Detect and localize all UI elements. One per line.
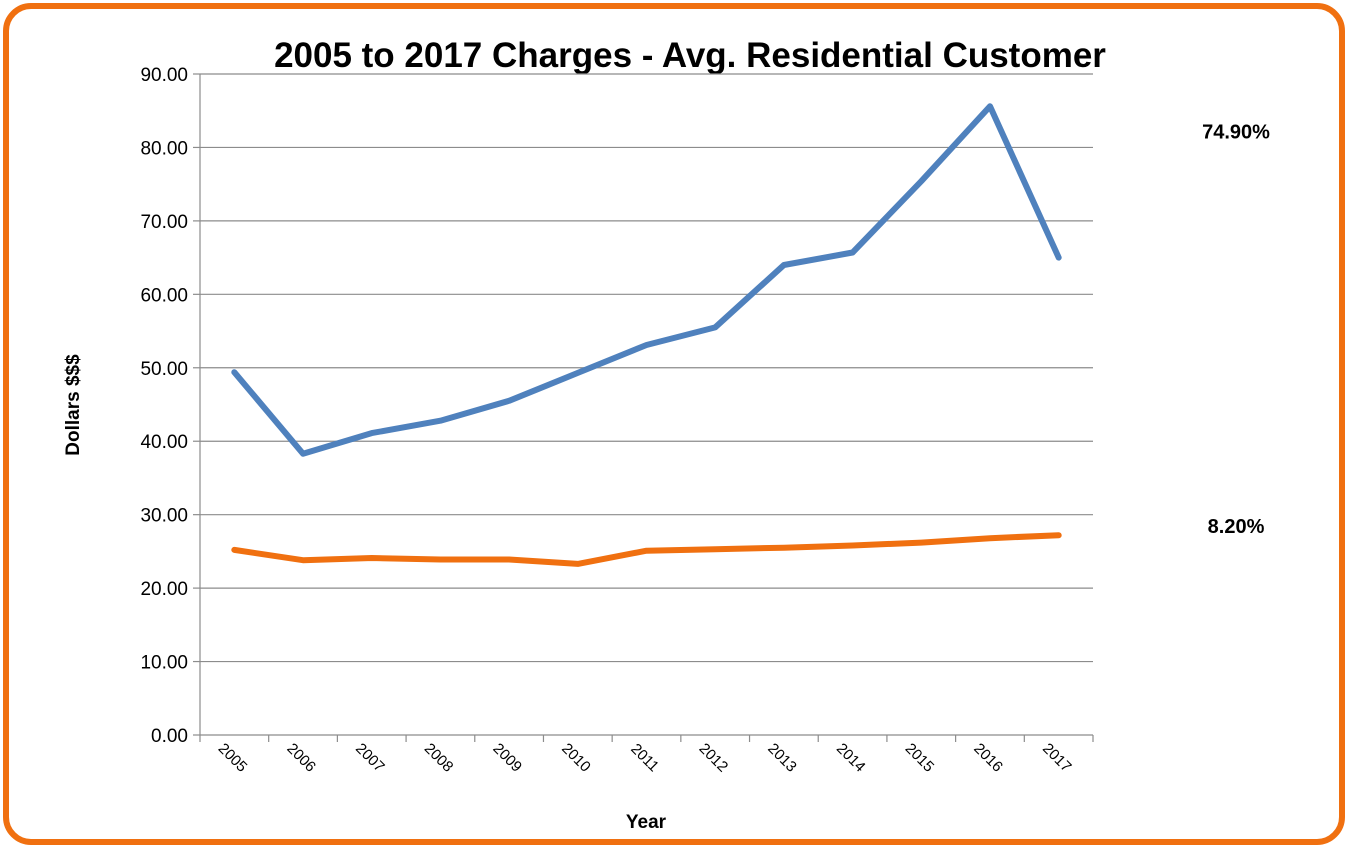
series-line-1 (231, 103, 1062, 457)
gridlines (200, 73, 1093, 663)
y-axis-label: Dollars $$$ (63, 354, 84, 456)
axes (193, 73, 1094, 742)
x-tick-label: 2011 (627, 740, 662, 775)
x-axis-tick-labels: 2005 2006 2007 2008 2009 2010 2011 2012 2013 2014… (215, 740, 1075, 776)
x-tick-label: 2009 (489, 740, 525, 776)
x-tick-label: 2013 (764, 740, 800, 776)
series-line-2 (231, 532, 1062, 567)
x-tick-label: 2016 (970, 740, 1006, 776)
y-tick-label: 0.00 (151, 726, 188, 747)
series-2-annotation: 8.20% (1208, 516, 1265, 538)
x-tick-label: 2007 (352, 740, 388, 776)
x-tick-label: 2008 (421, 740, 457, 776)
x-tick-label: 2014 (833, 740, 869, 776)
annotations: 74.90% 8.20% (1202, 121, 1270, 538)
x-tick-label: 2005 (215, 740, 251, 776)
x-tick-label: 2006 (283, 740, 319, 776)
y-tick-label: 70.00 (140, 212, 188, 233)
x-tick-label: 2015 (902, 740, 938, 776)
x-tick-label: 2017 (1039, 740, 1075, 776)
y-tick-label: 20.00 (140, 579, 188, 600)
y-tick-label: 40.00 (140, 432, 188, 453)
y-tick-label: 60.00 (140, 285, 188, 306)
y-tick-label: 30.00 (140, 506, 188, 527)
x-axis-label: Year (626, 812, 667, 833)
x-tick-label: 2012 (696, 740, 732, 776)
y-axis-tick-labels: 0.00 10.00 20.00 30.00 40.00 50.00 60.00 70.00 8… (140, 65, 188, 747)
chart-title: 2005 to 2017 Charges - Avg. Residential … (274, 36, 1106, 75)
series-1-annotation: 74.90% (1202, 121, 1270, 143)
y-tick-label: 80.00 (140, 138, 188, 159)
y-tick-label: 10.00 (140, 653, 188, 674)
y-tick-label: 90.00 (140, 65, 188, 86)
chart-frame (3, 3, 1345, 845)
x-tick-label: 2010 (558, 740, 594, 776)
series-lines (231, 103, 1062, 567)
y-tick-label: 50.00 (140, 359, 188, 380)
